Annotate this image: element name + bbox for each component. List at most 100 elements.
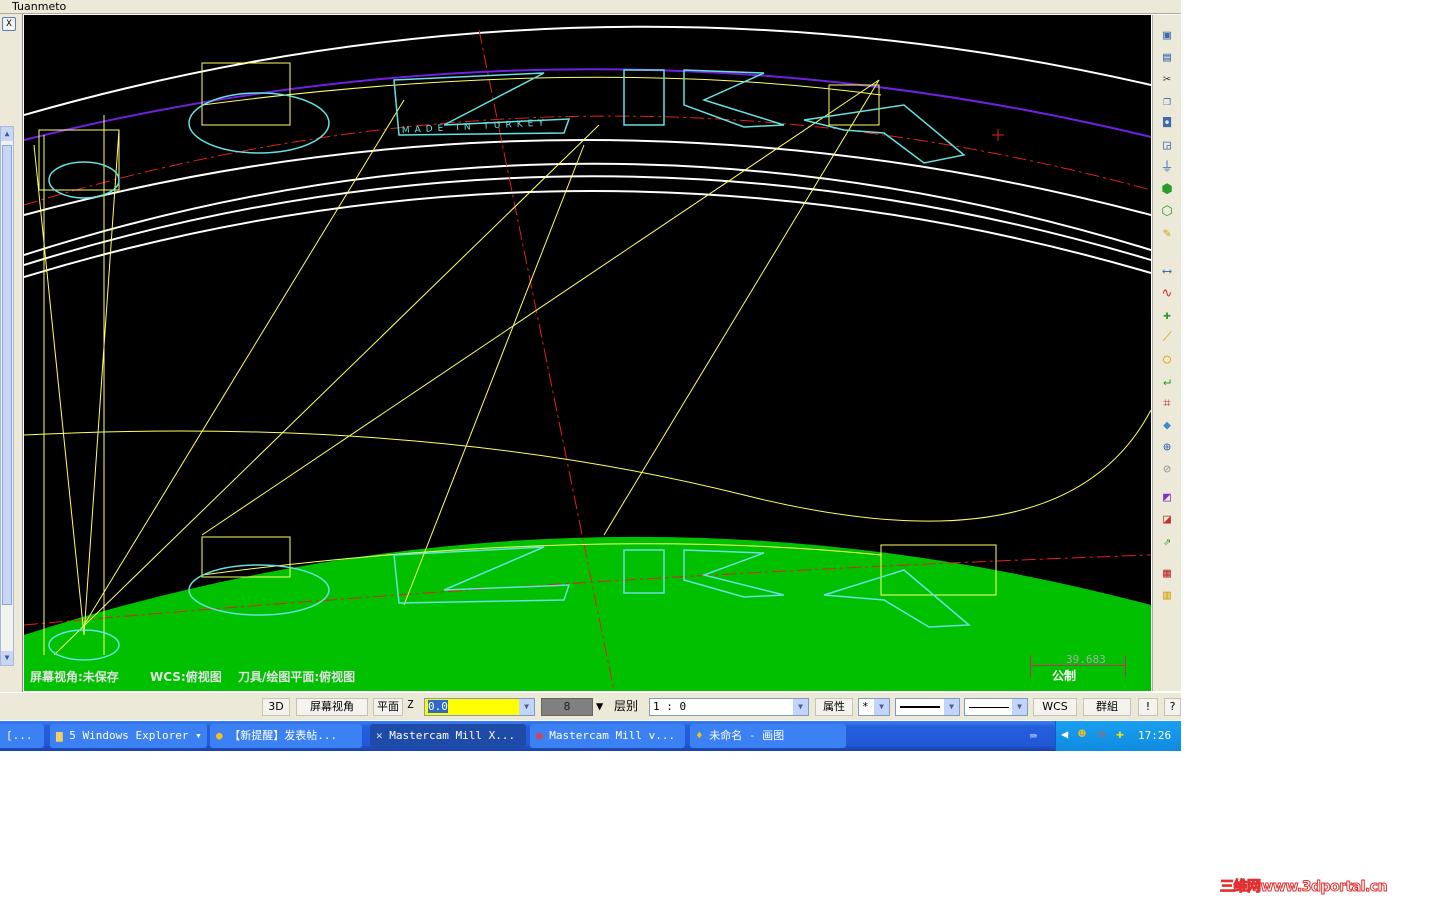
color-dropdown-icon[interactable]: ▼ [596, 699, 604, 713]
green-band-lower [24, 602, 1151, 691]
screen-view-button[interactable]: 屏幕视角 [296, 698, 368, 716]
level-value: 1 : 0 [653, 700, 687, 713]
scroll-up-icon[interactable]: ▲ [1, 127, 13, 141]
trim-icon[interactable]: ⌗ [1163, 396, 1171, 411]
taskbar-label: Mastercam Mill v... [549, 729, 676, 742]
origin-marker [992, 129, 1004, 141]
mastercam-icon: ✕ [376, 729, 383, 742]
taskbar-item-mastercam-v[interactable]: ▣ Mastercam Mill v... [530, 724, 685, 748]
group-button[interactable]: 群組 [1083, 698, 1131, 716]
attributes-button[interactable]: 属性 [815, 698, 853, 716]
point-icon[interactable]: ✚ [1163, 308, 1171, 323]
color-selector[interactable]: 8 [541, 698, 593, 716]
left-scrollbar[interactable]: ▲ ▼ [0, 126, 14, 666]
attribute-icon[interactable]: ⇗ [1163, 534, 1171, 549]
exclaim-button[interactable]: ! [1138, 698, 1158, 716]
taskbar-label: 【新提醒】发表帖... [229, 729, 338, 742]
chevron-down-icon[interactable]: ▼ [874, 699, 889, 715]
print-icon[interactable]: ▤ [1163, 50, 1171, 65]
scroll-down-icon[interactable]: ▼ [1, 651, 13, 665]
copy-icon[interactable]: ❐ [1163, 94, 1171, 109]
watermark: 三维网www.3dportal.cn [1219, 879, 1388, 896]
window-title: Tuanmeto [12, 0, 67, 13]
title-bar: Tuanmeto [0, 0, 1181, 14]
clock: 17:26 [1138, 729, 1172, 742]
window-zoom-icon[interactable]: ◲ [1163, 138, 1171, 153]
scale-value: 39.683 [1066, 653, 1106, 666]
save-icon[interactable]: ▣ [1163, 28, 1171, 43]
scroll-thumb[interactable] [2, 145, 12, 605]
mastercam-v-icon: ▣ [536, 729, 543, 742]
cut-icon[interactable]: ✂ [1163, 72, 1171, 87]
measure-icon[interactable]: ✎ [1163, 226, 1171, 241]
help-button[interactable]: ? [1164, 698, 1181, 716]
fillet-icon[interactable]: ↵ [1163, 374, 1171, 389]
level-label: 层别 [614, 699, 639, 713]
left-panel: X ▲ ▼ [0, 14, 23, 692]
taskbar-label: 5 Windows Explorer [69, 729, 189, 742]
dimension-icon[interactable]: ⟷ [1163, 264, 1171, 279]
taskbar-item[interactable]: [... [0, 724, 44, 748]
wireframe-lines [24, 62, 1151, 656]
point-style-value: * [862, 700, 869, 713]
globe-icon[interactable]: ⊕ [1163, 440, 1171, 455]
wcs-status: WCS:俯视图 [150, 670, 222, 684]
taskbar-label: 未命名 - 画图 [709, 729, 785, 742]
outer-rings [24, 25, 1151, 278]
no-icon[interactable]: ⊘ [1163, 462, 1171, 477]
right-toolbar: ▣ ▤ ✂ ❐ ◘ ◲ ⏚ ⬢ ⬡ ✎ ⟷ ∿ ✚ ⟋ ○ ↵ ⌗ ◆ ⊕ ⊘ … [1152, 15, 1181, 691]
z-value: 0.0 [428, 700, 448, 713]
level-select[interactable]: 1 : 0 ▼ [649, 698, 809, 716]
line-width-select[interactable]: ▼ [964, 698, 1028, 716]
taskbar: [... ▆ 5 Windows Explorer ▾ ● 【新提醒】发表帖..… [0, 721, 1181, 751]
cad-drawing: MADE IN TURKEY [24, 25, 1151, 691]
taskbar-item-paint[interactable]: ♦ 未命名 - 画图 [690, 724, 846, 748]
fit-icon[interactable]: ◘ [1163, 116, 1171, 131]
layer-color-icon[interactable]: ◪ [1163, 512, 1171, 527]
tray-expand-icon[interactable]: ◀ [1061, 727, 1069, 741]
point-style-select[interactable]: * ▼ [858, 698, 890, 716]
taskbar-label: Mastercam Mill X... [389, 729, 516, 742]
plane-button[interactable]: 平面 [373, 698, 403, 716]
line-style-select[interactable]: ▼ [895, 698, 960, 716]
graphics-viewport[interactable]: MADE IN TURKEY 屏幕视角:未保存 WCS:俯视图 刀具/绘图平面:… [24, 15, 1151, 691]
chevron-down-icon[interactable]: ▼ [519, 699, 534, 715]
chevron-down-icon[interactable]: ▼ [793, 699, 808, 715]
circle-icon[interactable]: ○ [1163, 352, 1171, 367]
taskbar-item-chrome[interactable]: ● 【新提醒】发表帖... [210, 724, 362, 748]
scale-indicator: 39.683 公制 [1030, 653, 1126, 685]
z-label: Z [407, 698, 414, 711]
logo-outlines [48, 69, 971, 661]
plane-icon[interactable]: ⏚ [1160, 160, 1174, 175]
taskbar-item-explorer[interactable]: ▆ 5 Windows Explorer ▾ [50, 724, 207, 748]
tool-plane-status: 刀具/绘图平面:俯视图 [238, 670, 356, 684]
spline-icon[interactable]: ∿ [1161, 286, 1173, 301]
folder-icon: ▆ [56, 729, 63, 742]
wcs-button[interactable]: WCS [1033, 698, 1077, 716]
shaded-icon[interactable]: ⬡ [1161, 204, 1173, 219]
status-toolbar: 3D 屏幕视角 平面 Z 0.0 ▼ 8 ▼ 层别 1 : 0 ▼ 属性 * ▼ ▼ … [0, 692, 1181, 720]
chevron-down-icon[interactable]: ▼ [1012, 699, 1027, 715]
color-icon[interactable]: ◩ [1163, 490, 1171, 505]
centerlines [24, 29, 1151, 691]
3d-button[interactable]: 3D [262, 698, 290, 716]
layers-icon[interactable]: ▥ [1163, 588, 1171, 603]
solid-icon[interactable]: ◆ [1163, 418, 1171, 433]
iso-view-icon[interactable]: ⬢ [1161, 182, 1173, 197]
system-tray: ◀ ☻ ⊘ ✚ 17:26 [1055, 721, 1181, 751]
security-icon[interactable]: ✚ [1116, 727, 1124, 742]
scale-unit: 公制 [1052, 669, 1077, 683]
z-depth-input[interactable]: 0.0 ▼ [424, 698, 535, 716]
chevron-down-icon[interactable]: ▼ [944, 699, 959, 715]
line-icon[interactable]: ⟋ [1162, 330, 1172, 345]
palette-icon[interactable]: ▦ [1163, 566, 1171, 581]
close-button[interactable]: X [2, 17, 16, 31]
screen-view-status: 屏幕视角:未保存 [30, 670, 119, 684]
purple-arc [24, 68, 1151, 141]
paint-icon: ♦ [696, 729, 703, 742]
chrome-icon: ● [216, 729, 223, 742]
keyboard-icon[interactable]: ⌨ [1030, 730, 1037, 743]
taskbar-item-mastercam-x[interactable]: ✕ Mastercam Mill X... [370, 724, 526, 748]
network-icon[interactable]: ⊘ [1098, 727, 1106, 741]
qq-icon[interactable]: ☻ [1078, 727, 1086, 742]
